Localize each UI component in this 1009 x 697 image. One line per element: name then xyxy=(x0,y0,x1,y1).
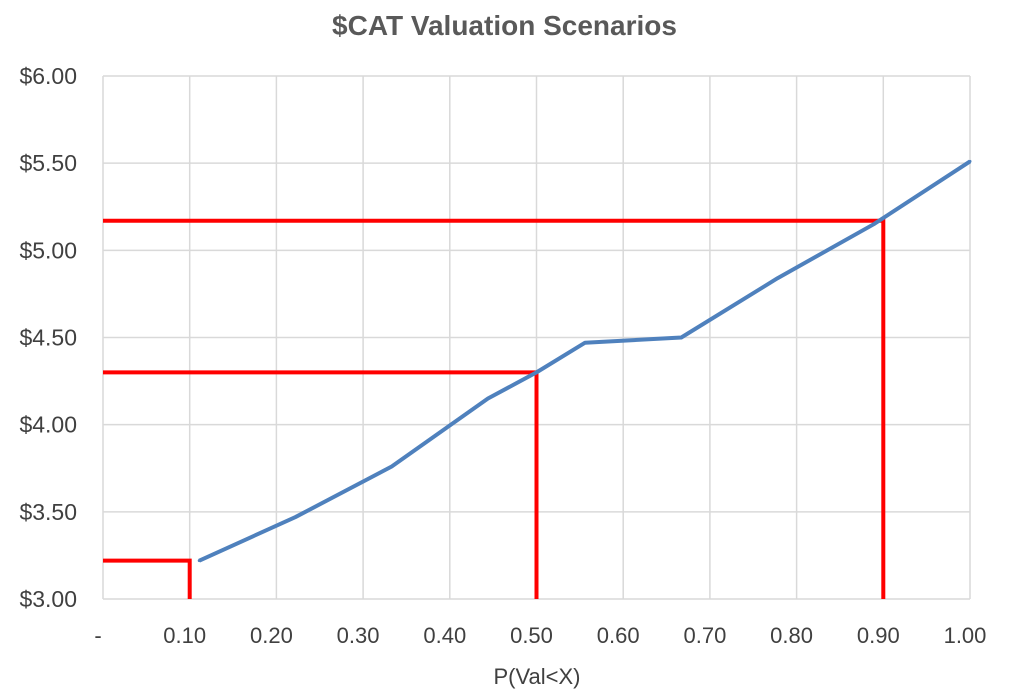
y-tick-label: $5.50 xyxy=(19,150,77,176)
x-tick-label: 0.50 xyxy=(510,623,553,648)
reference-line xyxy=(103,370,539,599)
data-point xyxy=(293,515,297,519)
x-tick-label: - xyxy=(94,623,101,648)
reference-lines xyxy=(103,218,886,599)
reference-line xyxy=(103,218,886,599)
x-tick-label: 0.10 xyxy=(163,623,206,648)
data-point xyxy=(390,465,394,469)
x-tick-label: 0.40 xyxy=(423,623,466,648)
y-axis-ticks: $3.00 $3.50 $4.00 $4.50 $5.00 $5.50 $6.00 xyxy=(19,63,77,612)
series xyxy=(197,159,972,563)
x-tick-label: 1.00 xyxy=(944,623,987,648)
x-tick-label: 0.20 xyxy=(250,623,293,648)
y-tick-label: $3.00 xyxy=(19,586,77,612)
data-point xyxy=(872,222,876,226)
data-point xyxy=(776,276,780,280)
series-line xyxy=(198,159,972,563)
chart-title: $CAT Valuation Scenarios xyxy=(332,10,677,41)
data-point xyxy=(583,341,587,345)
reference-line xyxy=(103,558,192,599)
y-tick-label: $3.50 xyxy=(19,499,77,525)
y-tick-label: $5.00 xyxy=(19,237,77,263)
y-tick-label: $4.00 xyxy=(19,412,77,438)
x-tick-label: 0.60 xyxy=(597,623,640,648)
data-point xyxy=(968,159,972,163)
x-tick-label: 0.80 xyxy=(770,623,813,648)
data-point xyxy=(679,336,683,339)
x-tick-label: 0.70 xyxy=(683,623,726,648)
x-axis-ticks: - 0.10 0.20 0.30 0.40 0.50 0.60 0.70 0.80 0.90 1.0… xyxy=(94,623,986,648)
y-tick-label: $6.00 xyxy=(19,63,77,89)
x-tick-label: 0.90 xyxy=(857,623,900,648)
data-point xyxy=(535,370,538,374)
data-point xyxy=(197,559,201,563)
data-point xyxy=(486,397,490,401)
y-tick-label: $4.50 xyxy=(19,325,77,351)
x-axis-label: P(Val<X) xyxy=(493,664,580,689)
x-tick-label: 0.30 xyxy=(337,623,380,648)
